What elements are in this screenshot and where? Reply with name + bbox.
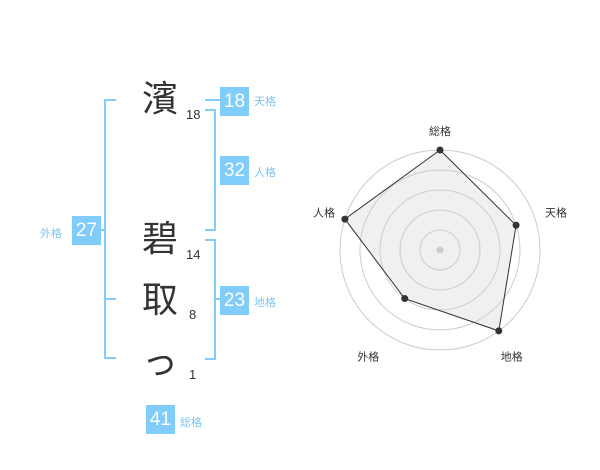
chikaku-bracket: [205, 239, 220, 360]
tenkaku-value: 18: [220, 87, 249, 116]
radar-axis-label: 人格: [313, 205, 335, 219]
radar-center: [436, 246, 444, 254]
radar-point-5: [341, 215, 349, 223]
stroke-count-4: 1: [189, 367, 197, 382]
stroke-count-2: 14: [186, 247, 201, 262]
name-char-1: 濱: [141, 79, 178, 120]
stroke-count-1: 18: [186, 107, 201, 122]
tenkaku-label: 天格: [254, 95, 276, 108]
radar-axis-label: 天格: [545, 205, 567, 219]
radar-outline: [344, 149, 517, 332]
name-char-4: っ: [141, 342, 178, 383]
radar-point-2: [512, 221, 520, 229]
radar-ring: [419, 229, 461, 271]
chikaku-label: 地格: [254, 296, 276, 309]
name-char-2: 碧: [141, 219, 178, 260]
radar-axis-label: 外格: [357, 350, 379, 364]
soukaku-label: 総格: [180, 416, 202, 429]
radar-point-3: [495, 327, 503, 335]
radar-axis-label: 総格: [429, 124, 451, 138]
jinkaku-bracket: [205, 109, 216, 231]
jinkaku-label: 人格: [254, 166, 276, 179]
radar-ring: [359, 169, 521, 331]
radar-point-1: [436, 146, 444, 154]
jinkaku-value: 32: [220, 156, 249, 185]
radar-ring: [379, 189, 501, 311]
soukaku-value: 41: [146, 405, 175, 434]
chikaku-value: 23: [220, 286, 249, 315]
gaikaku-label: 外格: [40, 227, 62, 240]
radar-point-4: [401, 295, 409, 303]
radar-area: [344, 150, 517, 331]
name-char-3: 取: [141, 280, 178, 321]
stroke-count-3: 8: [189, 307, 197, 322]
radar-ring: [399, 209, 481, 291]
radar-axis-label: 地格: [501, 350, 523, 364]
gaikaku-value: 27: [72, 216, 101, 245]
